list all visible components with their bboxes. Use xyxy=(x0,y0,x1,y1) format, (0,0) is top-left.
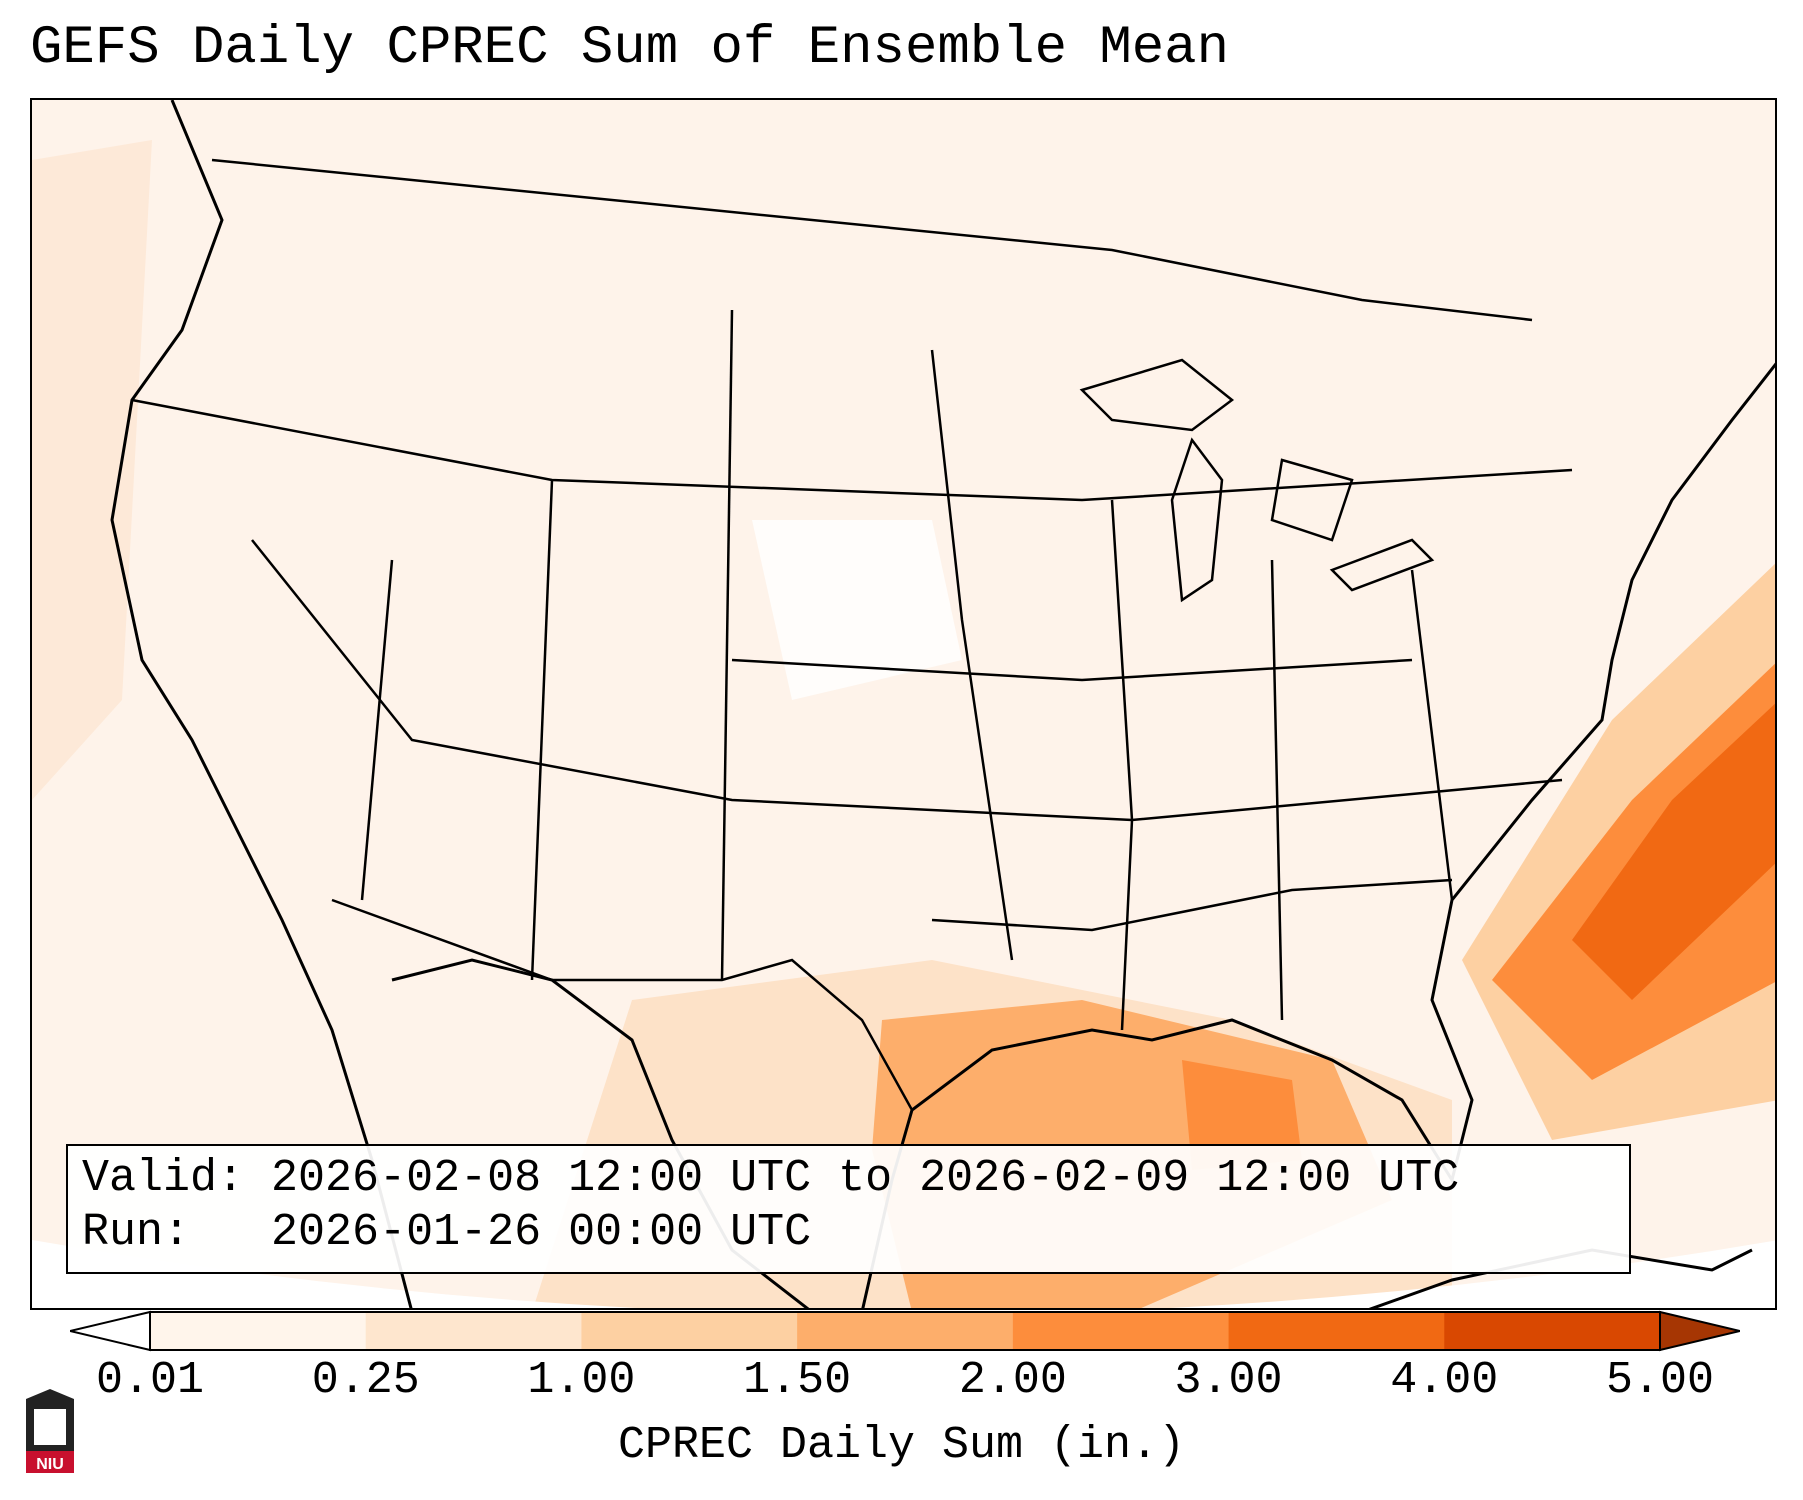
colorbar-cell xyxy=(1444,1312,1661,1350)
west-coast xyxy=(110,100,413,1308)
colorbar-cell xyxy=(797,1312,1014,1350)
colorbar xyxy=(70,1310,1740,1352)
lake-superior xyxy=(1079,358,1235,432)
northern-state-line xyxy=(131,398,1573,502)
colorbar-tick-label: 2.00 xyxy=(958,1355,1067,1406)
valid-label: Valid: xyxy=(82,1153,245,1204)
colorbar-tick-label: 0.01 xyxy=(95,1355,205,1406)
colorbar-tick-label: 0.25 xyxy=(311,1355,420,1406)
logo-text: NIU xyxy=(36,1456,64,1473)
valid-value: 2026-02-08 12:00 UTC to 2026-02-09 12:00… xyxy=(271,1153,1460,1204)
state-border-4 xyxy=(930,349,1014,961)
great-lakes xyxy=(1079,358,1435,603)
colorbar-tick-label: 4.00 xyxy=(1390,1355,1499,1406)
colorbar-label: CPREC Daily Sum (in.) xyxy=(617,1420,1186,1471)
map-canvas xyxy=(32,100,1775,1308)
niu-logo: NIU xyxy=(26,1389,74,1473)
state-border-1 xyxy=(360,559,394,901)
colorbar-tick-label: 1.00 xyxy=(527,1355,636,1406)
state-border-3 xyxy=(720,309,734,981)
pacific-shading xyxy=(32,140,152,800)
east-gulf-coast xyxy=(861,362,1775,1308)
colorbar-cell xyxy=(150,1312,367,1350)
colorbar-over-arrow xyxy=(1659,1310,1740,1352)
canada-border xyxy=(211,158,1533,322)
state-borders xyxy=(131,158,1573,1111)
south-state-line xyxy=(931,878,1453,932)
run-value: 2026-01-26 00:00 UTC xyxy=(271,1207,812,1258)
colorbar-cell xyxy=(365,1312,582,1350)
projection-edge xyxy=(32,1240,1775,1308)
mexico-border xyxy=(331,898,914,1111)
info-box: Valid: 2026-02-08 12:00 UTC to 2026-02-0… xyxy=(66,1144,1631,1274)
gulf-heavy-precip xyxy=(1182,1060,1302,1170)
atlantic-heavy-precip xyxy=(1572,703,1775,1000)
plains-dry-area xyxy=(752,520,962,700)
colorbar-cell xyxy=(1228,1312,1445,1350)
lake-huron xyxy=(1270,458,1354,542)
colorbar-tick-label: 5.00 xyxy=(1605,1355,1715,1406)
lake-michigan xyxy=(1170,437,1224,603)
colorbar-cell xyxy=(1012,1312,1230,1350)
state-border-5 xyxy=(1110,499,1134,1031)
central-state-line xyxy=(251,539,1563,822)
state-border-2 xyxy=(530,479,554,981)
lake-erie xyxy=(1329,538,1435,592)
state-border-6 xyxy=(1270,559,1284,1021)
logo-building xyxy=(34,1409,66,1445)
logo-band xyxy=(26,1451,74,1473)
run-label: Run: xyxy=(82,1207,191,1258)
precipitation-map xyxy=(30,98,1777,1310)
state-border-7 xyxy=(1410,569,1454,901)
colorbar-outline xyxy=(149,1311,1661,1351)
map-title: GEFS Daily CPREC Sum of Ensemble Mean xyxy=(30,18,1229,79)
colorbar-cell xyxy=(581,1312,798,1350)
mid-state-line xyxy=(731,658,1413,682)
colorbar-under-arrow xyxy=(70,1310,151,1352)
colorbar-tick-label: 3.00 xyxy=(1174,1355,1283,1406)
colorbar-tick-label: 1.50 xyxy=(743,1355,852,1406)
